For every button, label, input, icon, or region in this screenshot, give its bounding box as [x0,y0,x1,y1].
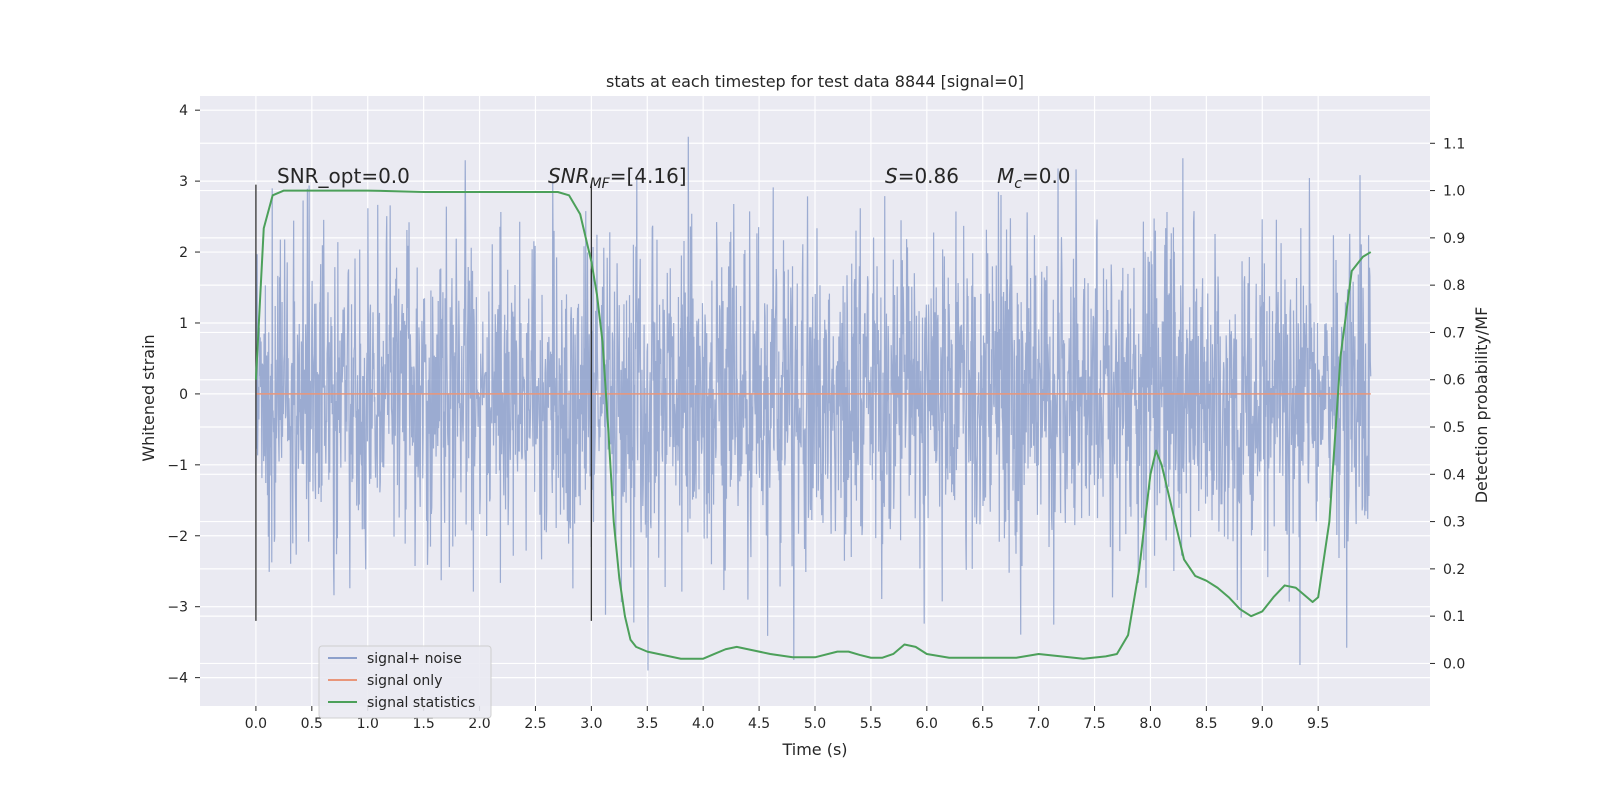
signal-statistics-line [254,189,1372,660]
y2-tick-label: 0.3 [1443,515,1465,531]
x-axis-label: Time (s) [781,740,847,759]
annotations: SNR_opt=0.0 SNRMF=[4.16] S=0.86 Mc=0.0 [277,164,1071,192]
chart-title: stats at each timestep for test data 884… [606,72,1024,91]
y-tick-label: 2 [179,245,188,261]
y2-tick-label: 1.0 [1443,184,1465,200]
y2-tick-label: 0.4 [1443,467,1465,483]
legend-box [318,645,492,719]
y-tick-label: 3 [179,174,188,190]
x-tick-label: 7.5 [1083,716,1105,732]
x-axis-ticks: 0.0 0.5 1.0 1.5 2.0 2.5 3.0 3.5 4.0 4.5 5.0 5.5 6.0 6… [245,706,1329,732]
snr-mf-sub: MF [590,176,611,192]
x-tick-label: 3.5 [636,716,658,732]
mc-sub: c [1014,176,1022,192]
x-tick-label: 9.0 [1251,716,1273,732]
x-tick-label: 7.0 [1028,716,1050,732]
x-tick-label: 6.5 [972,716,994,732]
y2-tick-label: 0.0 [1443,656,1465,672]
y-tick-label: 0 [179,387,188,403]
signal-plus-noise-series [255,136,1372,671]
x-tick-label: 1.5 [413,716,435,732]
y-tick-label: −1 [167,458,188,474]
y2-tick-label: 0.6 [1443,373,1465,389]
x-tick-label: 4.5 [748,716,770,732]
legend-label-signal: signal only [367,673,442,689]
y2-axis-ticks: 1.1 1.0 0.9 0.8 0.7 0.6 0.5 0.4 0.3 0.2 0.1 0.0 [1430,136,1465,672]
y2-axis-label: Detection probability/MF [1472,307,1491,504]
legend-label-stats: signal statistics [367,695,475,711]
s-value: =0.86 [898,164,959,188]
snr-mf-value: =[4.16] [610,164,687,188]
x-tick-label: 0.5 [301,716,323,732]
annotation-s: S=0.86 [885,164,959,188]
y-axis-label: Whitened strain [139,334,158,461]
signal-statistics-series [254,189,1372,660]
s-var: S [885,164,898,188]
legend: signal+ noise signal only signal statist… [318,645,492,719]
x-tick-label: 5.5 [860,716,882,732]
annotation-snr-opt: SNR_opt=0.0 [277,164,410,188]
noise-line [255,136,1372,671]
x-tick-label: 1.0 [357,716,379,732]
annotation-snr-mf: SNRMF=[4.16] [548,164,687,192]
x-tick-label: 9.5 [1307,716,1329,732]
x-tick-label: 2.5 [524,716,546,732]
y2-tick-label: 0.8 [1443,278,1465,294]
mc-value: =0.0 [1022,164,1071,188]
annotation-mc: Mc=0.0 [997,164,1071,192]
y2-tick-label: 0.2 [1443,562,1465,578]
legend-label-noise: signal+ noise [367,651,462,667]
x-tick-label: 8.0 [1139,716,1161,732]
x-tick-label: 6.0 [916,716,938,732]
y-axis-ticks: 4 3 2 1 0 −1 −2 −3 −4 [167,103,200,687]
mc-main: M [997,164,1014,188]
x-tick-label: 0.0 [245,716,267,732]
x-tick-label: 3.0 [580,716,602,732]
snr-mf-main: SNR [548,164,590,188]
y-tick-label: 1 [179,316,188,332]
y2-tick-label: 0.5 [1443,420,1465,436]
y2-tick-label: 0.1 [1443,609,1465,625]
y-tick-label: −3 [167,600,188,616]
y-tick-label: −4 [167,671,188,687]
y2-tick-label: 1.1 [1443,136,1465,152]
x-tick-label: 2.0 [468,716,490,732]
y-tick-label: −2 [167,529,188,545]
x-tick-label: 5.0 [804,716,826,732]
y-tick-label: 4 [179,103,188,119]
x-tick-label: 8.5 [1195,716,1217,732]
y2-tick-label: 0.7 [1443,325,1465,341]
y2-tick-label: 0.9 [1443,231,1465,247]
x-tick-label: 4.0 [692,716,714,732]
